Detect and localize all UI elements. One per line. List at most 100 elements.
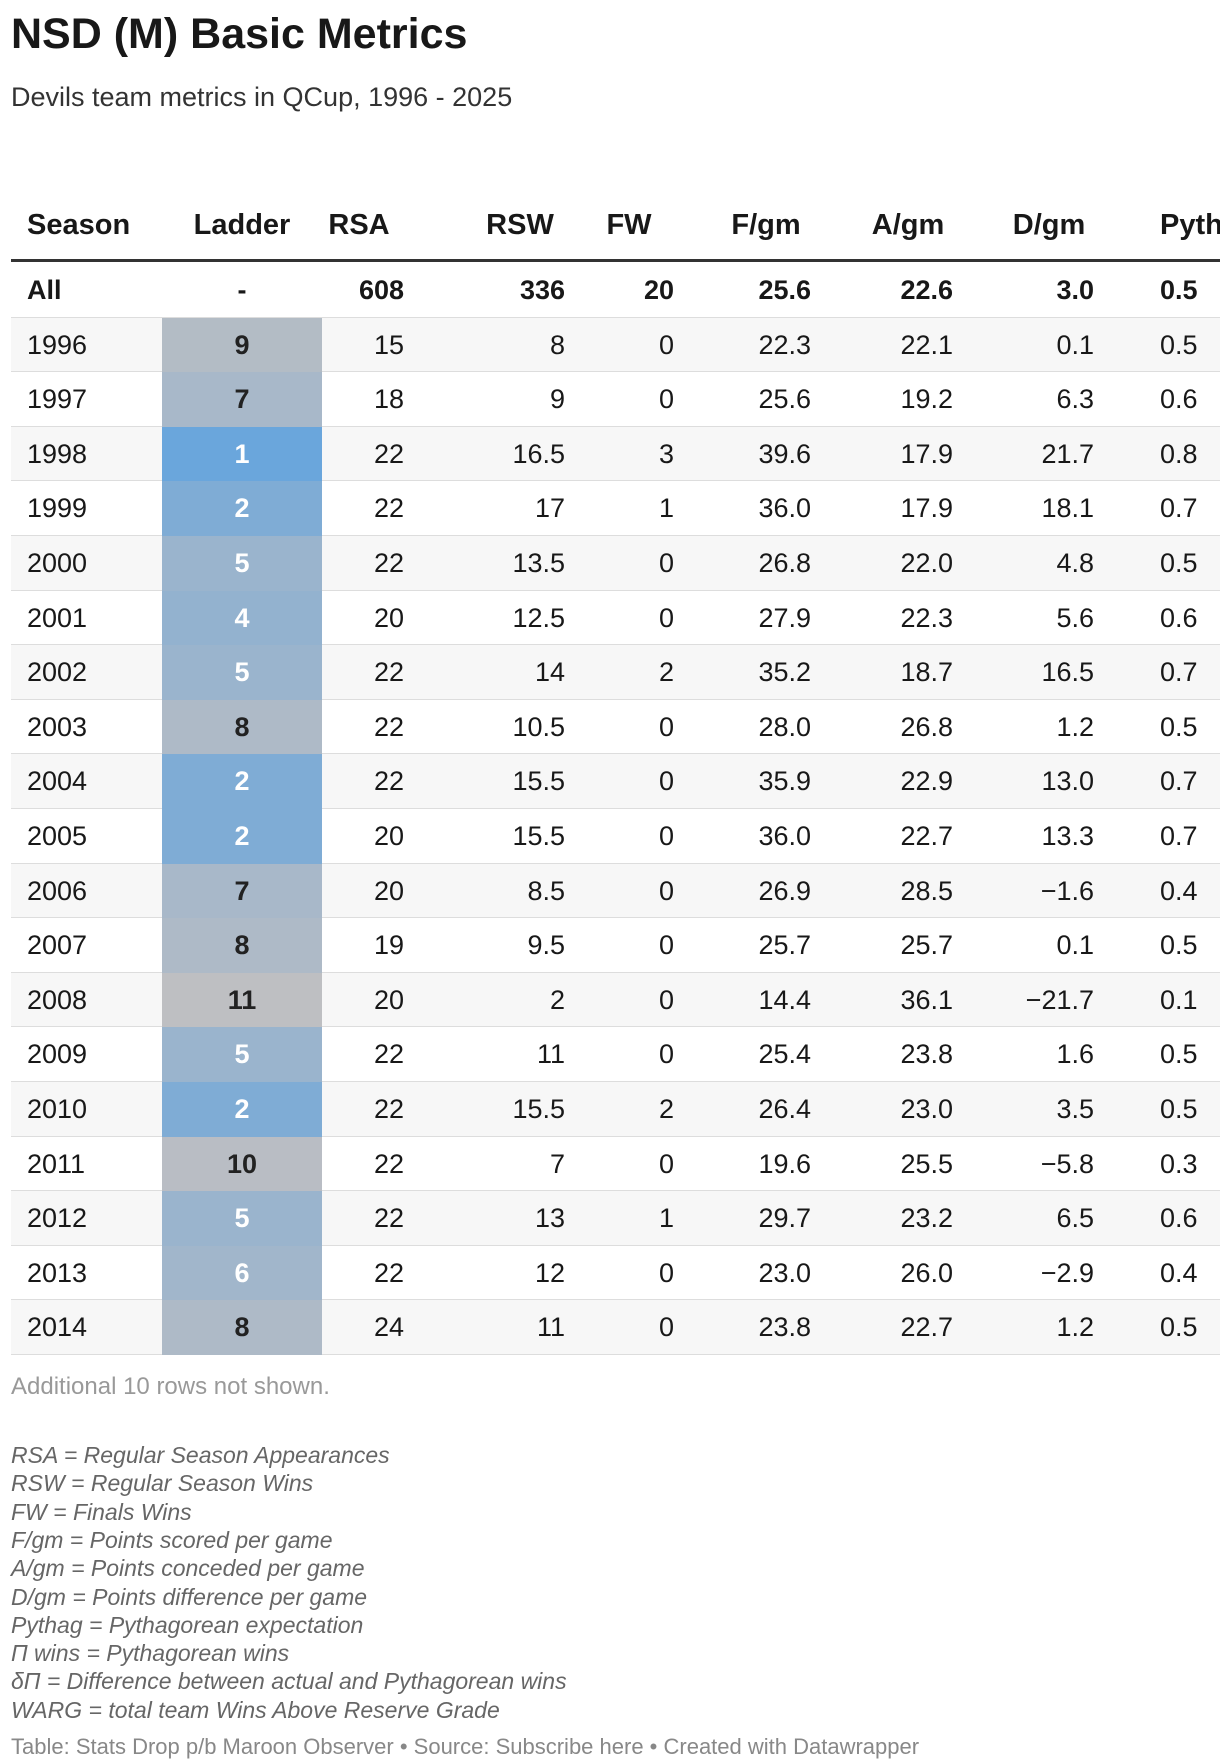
- cell: 20: [643, 275, 674, 305]
- cell: 2007: [27, 930, 88, 961]
- cell: 0.6: [1160, 384, 1198, 415]
- ladder-heat: [162, 754, 322, 809]
- cell: 5: [234, 548, 250, 578]
- cell: 19.6: [758, 1148, 811, 1179]
- cell: 8: [234, 930, 250, 961]
- cell: 2: [658, 1094, 674, 1124]
- cell: 25.4: [758, 1039, 811, 1070]
- ladder-heat: [162, 426, 322, 482]
- ladder-heat: [162, 1245, 322, 1301]
- cell: 9: [549, 384, 565, 415]
- cell: 28.0: [758, 711, 811, 742]
- cell: 2: [234, 766, 250, 797]
- cell: 8: [234, 1312, 250, 1343]
- ladder-heat: [162, 863, 322, 919]
- cell: 7: [234, 875, 250, 906]
- cell: 1998: [27, 438, 88, 469]
- cell: 16.5: [1041, 657, 1094, 688]
- cell: 0: [658, 329, 674, 360]
- cell: 36.1: [900, 984, 953, 1015]
- cell: 1: [658, 493, 674, 524]
- header-rule: [11, 259, 1220, 262]
- cell: 1996: [27, 329, 88, 360]
- footnote: δΠ = Difference between actual and Pytha…: [11, 1668, 567, 1695]
- cell: 22: [373, 657, 404, 688]
- cell: 25.6: [758, 384, 811, 415]
- ladder-heat: [162, 536, 322, 591]
- cell: 25.7: [900, 930, 953, 961]
- cell: 17.9: [900, 438, 953, 469]
- cell: 0.7: [1160, 493, 1198, 524]
- cell: 20: [373, 821, 404, 851]
- cell: 2: [658, 657, 674, 688]
- cell: 2009: [27, 1039, 88, 1070]
- ladder-heat: [162, 481, 322, 536]
- cell: 36.0: [758, 821, 811, 851]
- footnote: RSW = Regular Season Wins: [11, 1470, 314, 1497]
- cell: 2012: [27, 1203, 88, 1234]
- cell: 18.1: [1041, 493, 1094, 524]
- cell: 2014: [27, 1312, 88, 1343]
- cell: 1999: [27, 493, 88, 524]
- ladder-heat: [162, 1027, 322, 1082]
- cell: 26.8: [758, 548, 811, 578]
- cell: 0.7: [1160, 657, 1198, 688]
- cell: 22.1: [900, 329, 953, 360]
- cell: 2006: [27, 875, 88, 906]
- cell: 26.8: [900, 711, 953, 742]
- cell: 11: [227, 984, 257, 1015]
- cell: 0: [658, 384, 674, 415]
- cell: 15.5: [512, 1094, 565, 1124]
- cell: 18: [373, 384, 404, 415]
- source-line: Table: Stats Drop p/b Maroon Observer • …: [11, 1734, 920, 1759]
- cell: 0.4: [1160, 875, 1198, 906]
- cell: 12.5: [512, 602, 565, 633]
- cell: 4: [234, 602, 250, 633]
- cell: 15.5: [512, 766, 565, 797]
- column-header: F/gm: [731, 209, 801, 241]
- column-header: D/gm: [1012, 209, 1086, 241]
- column-header: Ladder: [193, 209, 291, 241]
- ladder-heat: [162, 590, 322, 646]
- cell: 22: [373, 766, 404, 797]
- ladder-heat: [162, 317, 322, 373]
- cell: 1.6: [1056, 1039, 1094, 1070]
- cell: 8: [234, 711, 250, 742]
- footnote: A/gm = Points conceded per game: [11, 1555, 365, 1582]
- cell: 1.2: [1056, 1312, 1094, 1343]
- cell: 0.1: [1056, 329, 1094, 360]
- cell: 36.0: [758, 493, 811, 524]
- cell: All: [27, 275, 62, 305]
- subtitle: Devils team metrics in QCup, 1996 - 2025: [11, 82, 513, 112]
- cell: 22: [373, 493, 404, 524]
- cell: 0.7: [1160, 821, 1198, 851]
- column-header: Season: [27, 209, 131, 241]
- cell: 13.3: [1041, 821, 1094, 851]
- cell: 28.5: [900, 875, 953, 906]
- cell: 0: [658, 602, 674, 633]
- cell: 11: [536, 1039, 565, 1070]
- footnote: Pythag = Pythagorean expectation: [11, 1611, 364, 1638]
- cell: 0.1: [1160, 984, 1198, 1015]
- cell: 27.9: [758, 602, 811, 633]
- cell: 18.7: [900, 657, 953, 688]
- column-header: FW: [606, 209, 652, 241]
- column-header: RSW: [486, 209, 554, 241]
- cell: 20: [373, 875, 404, 906]
- cell: 10.5: [512, 711, 565, 742]
- cell: 0.5: [1160, 1094, 1198, 1124]
- cell: 2003: [27, 711, 88, 742]
- cell: 2010: [27, 1094, 88, 1124]
- cell: 35.9: [758, 766, 811, 797]
- cell: 13: [534, 1203, 565, 1234]
- cell: 13.0: [1041, 766, 1094, 797]
- cell: 22: [373, 1094, 404, 1124]
- cell: 14: [534, 657, 565, 688]
- cell: 2: [549, 984, 565, 1015]
- cell: 0: [658, 711, 674, 742]
- cell: 22: [373, 711, 404, 742]
- column-header: Pyth: [1160, 209, 1220, 241]
- ladder-heat: [162, 972, 322, 1028]
- cell: 10: [226, 1148, 258, 1179]
- cell: 22.7: [900, 821, 953, 851]
